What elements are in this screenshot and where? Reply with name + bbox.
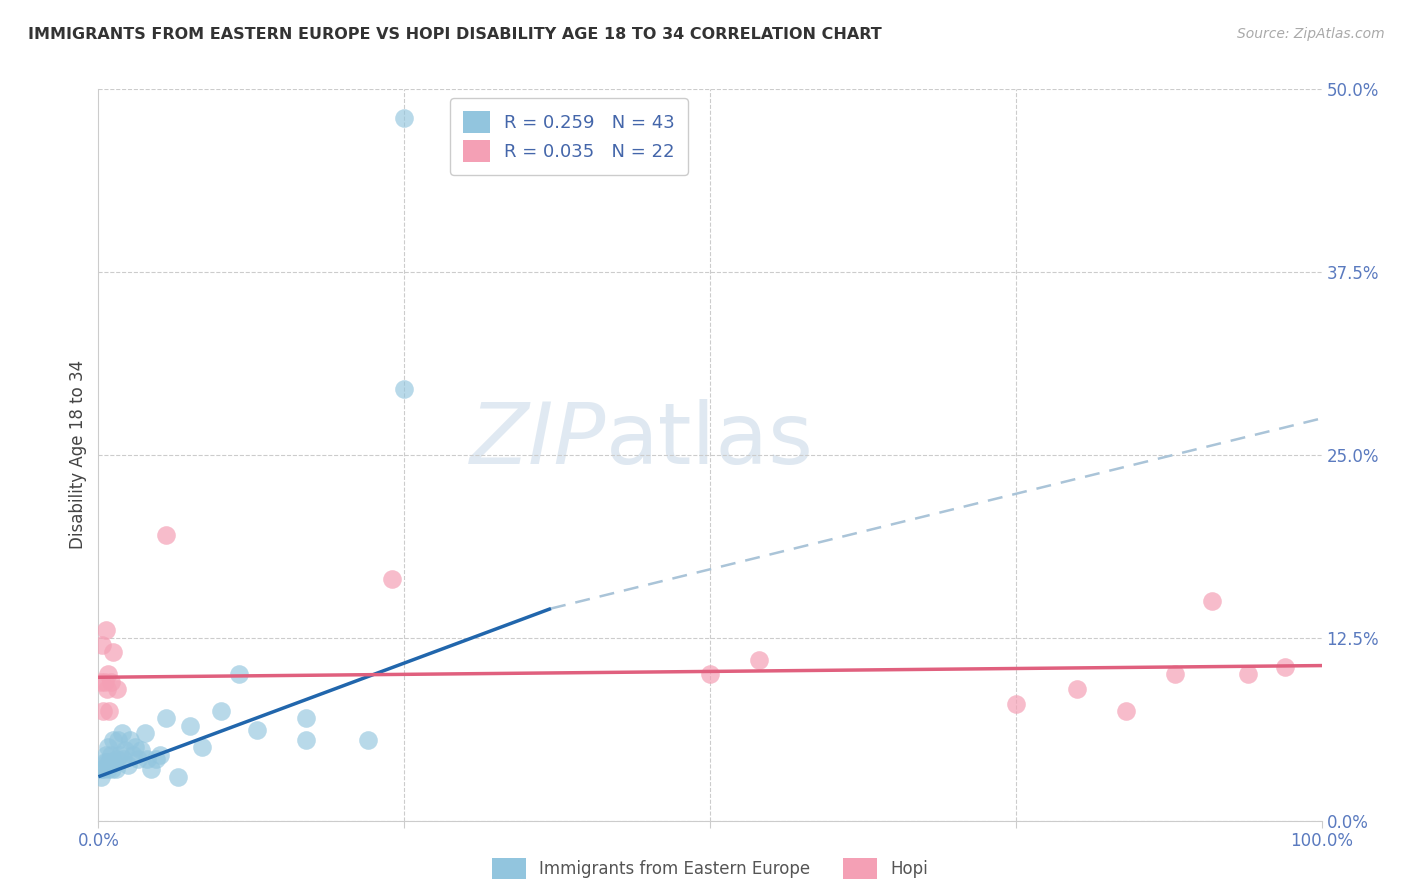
Point (179, 718, 201, 732)
Point (748, 653, 770, 667)
Point (107, 733, 129, 747)
Point (105, 681, 128, 696)
Point (91, 638, 114, 652)
Point (100, 747, 122, 762)
Point (103, 755, 125, 769)
Point (1237, 667, 1260, 681)
Point (111, 726, 134, 740)
Point (104, 763, 127, 777)
Point (97, 763, 120, 777)
Point (120, 733, 142, 747)
Point (101, 733, 124, 747)
Point (136, 752, 159, 766)
Point (114, 743, 136, 757)
Point (94, 624, 117, 638)
Point (356, 733, 378, 747)
Point (91, 763, 114, 777)
Point (381, 572, 404, 586)
Point (90, 770, 112, 784)
Text: atlas: atlas (606, 399, 814, 482)
Point (91, 763, 114, 777)
Point (127, 752, 149, 766)
Point (1004, 697, 1026, 711)
Y-axis label: Disability Age 18 to 34: Disability Age 18 to 34 (69, 360, 87, 549)
Point (105, 752, 128, 766)
Point (191, 740, 214, 755)
Point (145, 752, 167, 766)
Point (155, 528, 177, 542)
Point (1201, 594, 1223, 608)
Point (97, 740, 120, 755)
Point (121, 747, 143, 762)
Point (117, 758, 139, 772)
Text: ZIP: ZIP (470, 399, 606, 482)
Point (124, 740, 146, 755)
Point (392, 382, 416, 396)
Point (91, 704, 114, 718)
Point (1274, 660, 1296, 674)
Point (295, 711, 318, 725)
Point (93, 755, 115, 769)
Point (1066, 681, 1088, 696)
Point (90, 674, 112, 689)
Point (98, 704, 121, 718)
Point (1115, 704, 1137, 718)
Point (100, 674, 122, 689)
Legend: Immigrants from Eastern Europe, Hopi: Immigrants from Eastern Europe, Hopi (485, 852, 935, 886)
Point (97, 667, 120, 681)
Point (101, 763, 124, 777)
Point (1164, 667, 1187, 681)
Point (149, 747, 172, 762)
Text: IMMIGRANTS FROM EASTERN EUROPE VS HOPI DISABILITY AGE 18 TO 34 CORRELATION CHART: IMMIGRANTS FROM EASTERN EUROPE VS HOPI D… (28, 27, 882, 42)
Point (134, 726, 156, 740)
Point (209, 704, 232, 718)
Point (699, 667, 721, 681)
Point (167, 770, 190, 784)
Point (94, 747, 117, 762)
Point (139, 763, 162, 777)
Point (111, 752, 134, 766)
Text: Source: ZipAtlas.com: Source: ZipAtlas.com (1237, 27, 1385, 41)
Point (110, 747, 132, 762)
Point (93, 674, 115, 689)
Point (246, 723, 269, 737)
Point (155, 711, 177, 725)
Point (392, 112, 416, 126)
Point (96, 755, 118, 769)
Point (101, 645, 124, 659)
Point (228, 667, 250, 681)
Point (96, 681, 118, 696)
Point (295, 733, 318, 747)
Point (129, 743, 152, 757)
Point (98, 755, 121, 769)
